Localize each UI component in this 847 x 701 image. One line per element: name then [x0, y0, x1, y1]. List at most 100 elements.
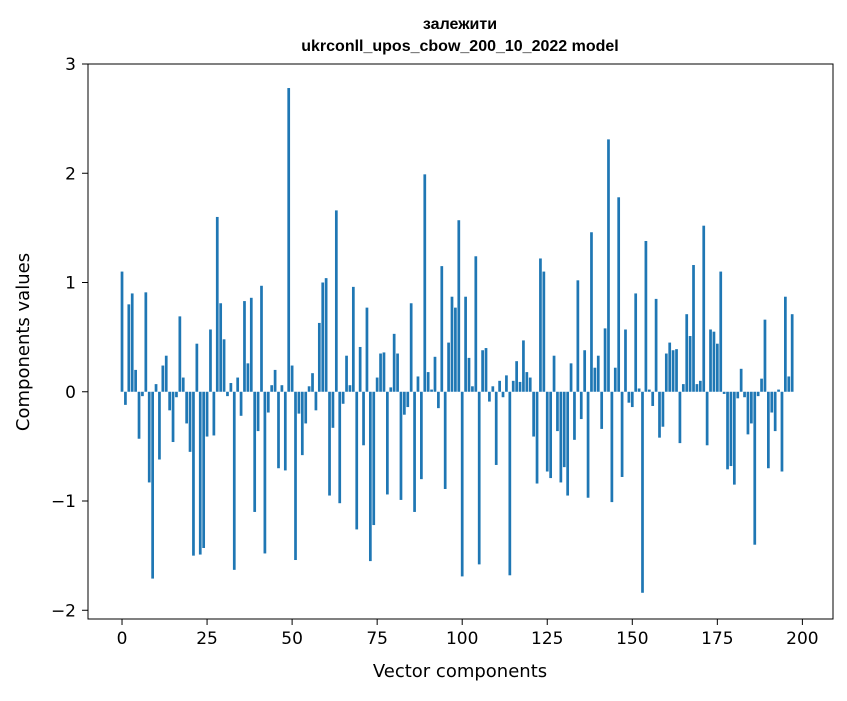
- bar-component-15: [171, 391, 175, 443]
- bar-component-107: [484, 348, 488, 392]
- bar-component-80: [392, 333, 396, 392]
- bar-component-134: [576, 280, 580, 392]
- bar-component-43: [266, 391, 270, 413]
- bar-component-42: [263, 391, 267, 554]
- bar-component-169: [695, 384, 699, 392]
- bar-component-7: [144, 292, 148, 392]
- bar-component-161: [668, 342, 672, 392]
- bar-component-121: [532, 391, 535, 437]
- bar-component-195: [784, 296, 787, 392]
- bar-component-36: [243, 301, 246, 392]
- bar-component-154: [644, 240, 648, 392]
- bar-component-60: [324, 278, 328, 392]
- bar-component-117: [518, 381, 522, 392]
- bar-component-122: [535, 391, 539, 484]
- bar-component-136: [583, 350, 587, 392]
- bar-component-188: [760, 378, 763, 392]
- bar-component-53: [300, 391, 304, 456]
- bar-component-71: [362, 391, 365, 446]
- bar-component-152: [637, 388, 641, 392]
- bar-component-31: [226, 391, 229, 397]
- bar-component-44: [270, 385, 274, 392]
- bar-component-49: [287, 88, 291, 392]
- bar-component-9: [151, 391, 154, 579]
- bar-component-2: [127, 304, 131, 392]
- bar-component-194: [780, 391, 784, 472]
- bar-component-94: [440, 266, 444, 392]
- bar-component-88: [420, 391, 423, 480]
- bar-component-26: [209, 329, 212, 392]
- bar-component-78: [386, 391, 389, 495]
- bar-component-40: [256, 391, 260, 432]
- bar-component-150: [630, 391, 634, 408]
- bar-component-54: [304, 391, 308, 424]
- bar-component-34: [236, 377, 240, 392]
- bar-component-56: [311, 373, 314, 392]
- bar-component-52: [297, 391, 301, 414]
- bar-component-140: [596, 355, 600, 392]
- x-tick-label: 200: [786, 629, 818, 649]
- x-tick-label: 100: [446, 629, 478, 649]
- bar-component-59: [321, 282, 325, 392]
- bar-component-4: [134, 369, 137, 392]
- bar-component-98: [454, 307, 457, 392]
- bar-component-102: [467, 357, 471, 392]
- bar-component-90: [426, 372, 430, 392]
- x-axis-label: Vector components: [373, 661, 547, 682]
- bar-component-112: [501, 391, 505, 398]
- bar-component-197: [790, 314, 794, 392]
- bar-component-16: [175, 391, 178, 398]
- bar-component-135: [579, 391, 583, 420]
- bar-component-19: [185, 391, 189, 424]
- bar-component-124: [542, 271, 546, 392]
- bar-component-103: [471, 386, 474, 392]
- bar-component-156: [651, 391, 655, 406]
- bar-component-189: [763, 319, 767, 392]
- bar-component-11: [158, 391, 161, 460]
- bar-component-167: [688, 336, 692, 392]
- bar-component-187: [756, 391, 760, 397]
- bar-component-24: [202, 391, 206, 548]
- bar-component-63: [334, 210, 338, 392]
- bar-component-14: [168, 391, 171, 411]
- bar-component-155: [647, 389, 651, 392]
- bar-component-172: [705, 391, 709, 446]
- bar-component-35: [239, 391, 243, 416]
- bar-component-193: [777, 389, 780, 392]
- bar-component-132: [569, 363, 573, 392]
- bar-component-86: [413, 391, 416, 512]
- bar-component-74: [372, 391, 376, 526]
- bar-component-85: [409, 303, 413, 392]
- bar-component-95: [443, 391, 447, 489]
- bar-component-83: [403, 391, 406, 415]
- bar-component-160: [664, 353, 668, 392]
- bar-component-130: [562, 391, 566, 468]
- bar-component-138: [590, 232, 593, 392]
- bar-component-22: [195, 343, 199, 392]
- bars-group: [120, 88, 794, 593]
- bar-component-110: [494, 391, 498, 465]
- bar-component-65: [341, 391, 345, 404]
- bar-component-6: [141, 391, 144, 397]
- x-tick-label: 150: [616, 629, 648, 649]
- bar-component-179: [729, 391, 733, 467]
- bar-component-45: [273, 369, 277, 392]
- bar-component-153: [641, 391, 644, 593]
- chart-title: залежити: [423, 16, 497, 33]
- ticks-group: 0 25 50 75 100 125 150 175 200 −2 −1 0 1 2 3: [51, 55, 819, 649]
- bar-component-76: [379, 353, 382, 392]
- bar-component-181: [736, 391, 740, 399]
- x-tick-label: 0: [117, 629, 128, 649]
- bar-component-123: [539, 258, 542, 392]
- bar-component-119: [525, 372, 529, 392]
- bar-component-70: [358, 346, 362, 392]
- bar-component-148: [624, 329, 627, 392]
- x-tick-label: 75: [366, 629, 388, 649]
- bar-component-62: [331, 391, 335, 428]
- bar-component-41: [260, 285, 263, 392]
- bar-component-39: [253, 391, 257, 512]
- bar-component-46: [277, 391, 280, 469]
- bar-component-100: [460, 391, 464, 577]
